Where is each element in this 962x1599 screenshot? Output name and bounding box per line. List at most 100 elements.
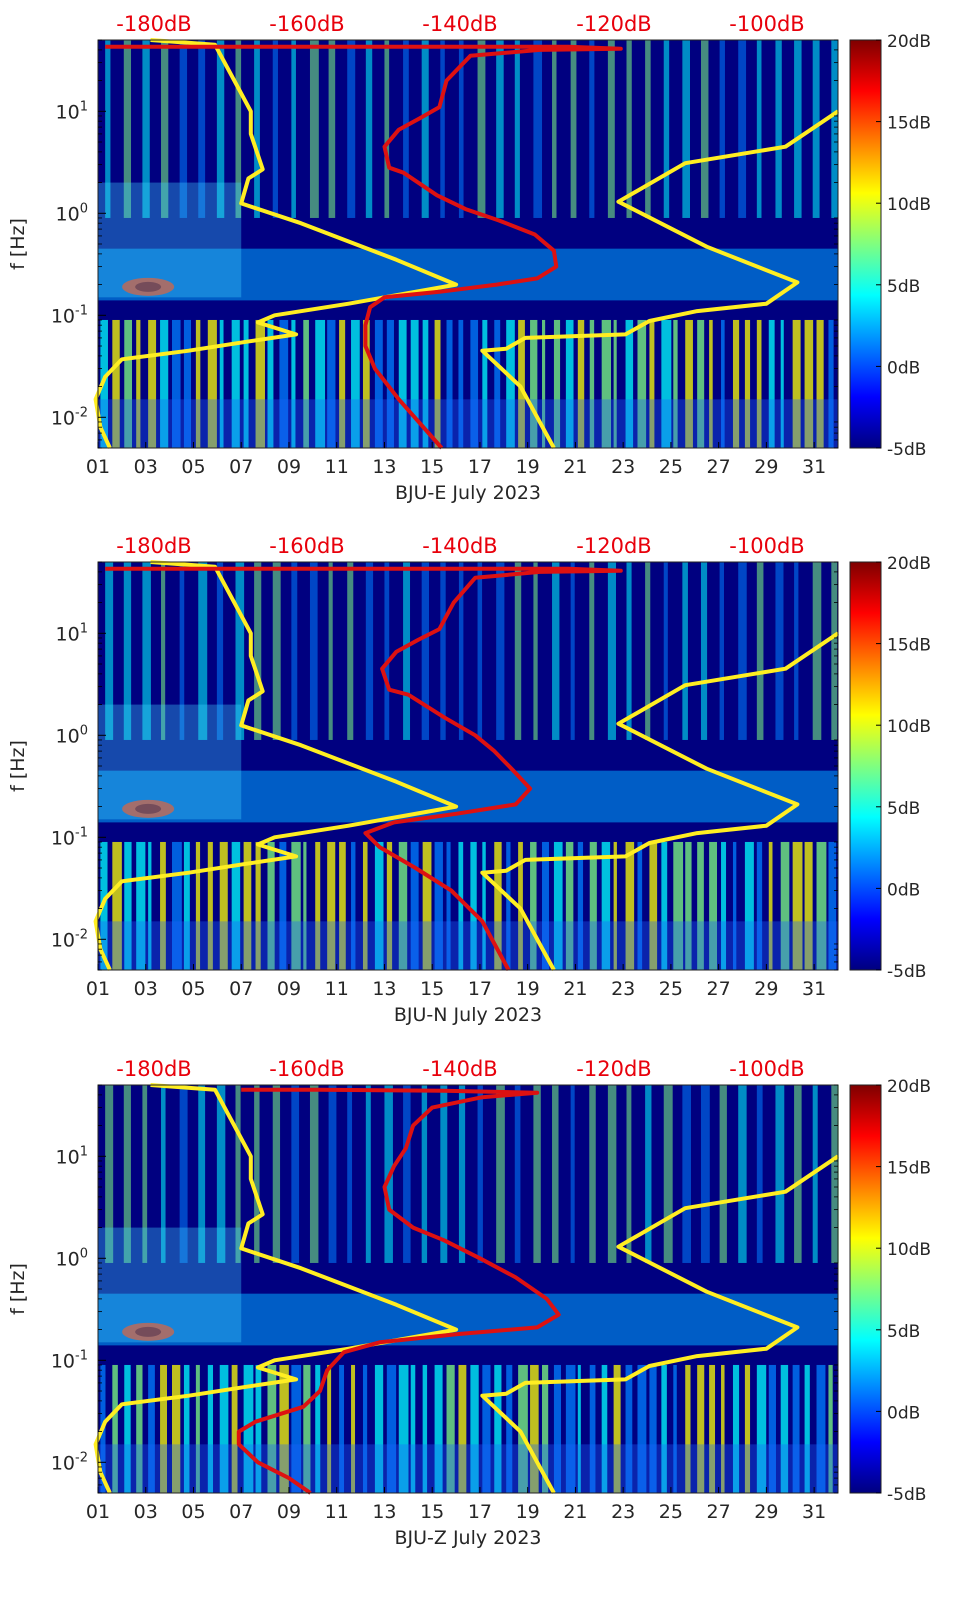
- microseism-band: [98, 248, 838, 301]
- noise-stripe: [458, 1085, 466, 1263]
- noise-stripe: [309, 40, 319, 218]
- noise-stripe: [709, 1364, 716, 1493]
- x-tick-label: 15: [420, 456, 444, 478]
- top-db-label: -120dB: [576, 12, 651, 36]
- noise-stripe: [303, 1364, 311, 1493]
- x-tick-label: 03: [134, 1501, 158, 1523]
- noise-stripe: [136, 1364, 143, 1493]
- x-tick-label: 13: [372, 1501, 396, 1523]
- noise-stripe: [732, 841, 737, 970]
- noise-stripe: [458, 841, 464, 970]
- noise-stripe: [142, 1085, 148, 1263]
- noise-stripe: [446, 1364, 455, 1493]
- noise-stripe: [458, 1364, 467, 1493]
- noise-stripe: [482, 319, 488, 448]
- noise-stripe: [514, 562, 522, 740]
- noise-stripe: [410, 1364, 416, 1493]
- noise-stripe: [700, 1085, 710, 1263]
- noise-stripe: [161, 40, 169, 218]
- x-tick-label: 25: [659, 978, 683, 1000]
- noise-stripe: [235, 562, 245, 740]
- noise-stripe: [682, 562, 688, 740]
- noise-stripe: [775, 562, 784, 740]
- x-tick-label: 23: [611, 978, 635, 1000]
- noise-stripe: [105, 40, 111, 218]
- noise-stripe: [303, 319, 309, 448]
- y-tick-base: 10: [51, 1350, 75, 1372]
- noise-stripe: [721, 319, 725, 448]
- noise-stripe: [327, 319, 336, 448]
- noise-stripe: [494, 319, 501, 448]
- noise-stripe: [198, 1085, 206, 1263]
- noise-stripe: [365, 1085, 371, 1263]
- noise-stripe: [315, 841, 321, 970]
- y-tick-exponent: -2: [75, 927, 88, 942]
- noise-stripe: [219, 319, 224, 448]
- noise-stripe: [732, 1364, 740, 1493]
- y-tick-exponent: -2: [75, 405, 88, 420]
- noise-stripe: [243, 841, 252, 970]
- noise-stripe: [142, 562, 151, 740]
- noise-stripe: [637, 841, 643, 970]
- noise-stripe: [124, 841, 132, 970]
- noise-stripe: [384, 562, 390, 740]
- noise-stripe: [794, 1085, 802, 1263]
- x-tick-label: 13: [372, 456, 396, 478]
- y-tick-exponent: 1: [80, 1144, 88, 1159]
- noise-stripe: [804, 1364, 810, 1493]
- noise-stripe: [254, 1085, 260, 1263]
- noise-stripe: [421, 1085, 428, 1263]
- noise-stripe: [207, 319, 217, 448]
- x-tick-label: 17: [468, 1501, 492, 1523]
- x-tick-label: 05: [181, 1501, 205, 1523]
- noise-stripe: [482, 841, 486, 970]
- noise-region: [98, 704, 242, 820]
- noise-stripe: [422, 1364, 428, 1493]
- noise-stripe: [570, 40, 577, 218]
- noise-stripe: [347, 40, 356, 218]
- noise-stripe: [470, 841, 477, 970]
- noise-stripe: [828, 319, 834, 448]
- y-tick-label: 101: [56, 621, 88, 645]
- colorbar: 20dB 15dB 10dB 5dB 0dB -5dB: [849, 554, 931, 982]
- x-tick-label: 29: [754, 456, 778, 478]
- x-tick-label: 07: [229, 456, 253, 478]
- noise-stripe: [458, 40, 464, 218]
- noise-stripe: [577, 841, 584, 970]
- top-db-label: -180dB: [116, 12, 191, 36]
- noise-stripe: [589, 1085, 596, 1263]
- microseism-peak: [135, 803, 162, 814]
- noise-stripe: [552, 40, 557, 218]
- noise-stripe: [816, 1364, 826, 1493]
- noise-stripe: [482, 1364, 491, 1493]
- noise-stripe: [685, 319, 693, 448]
- noise-stripe: [386, 319, 394, 448]
- noise-stripe: [309, 562, 318, 740]
- model-line-right: [480, 1154, 840, 1494]
- noise-stripe: [440, 40, 445, 218]
- y-tick-exponent: -1: [75, 1348, 88, 1363]
- noise-stripe: [514, 1085, 521, 1263]
- noise-stripe: [172, 841, 182, 970]
- x-tick-label: 09: [277, 456, 301, 478]
- noise-stripe: [663, 40, 670, 218]
- noise-stripe: [496, 40, 504, 218]
- x-tick-label: 07: [229, 1501, 253, 1523]
- noise-stripe: [661, 1364, 667, 1493]
- noise-stripe: [279, 1364, 289, 1493]
- noise-stripe: [374, 319, 383, 448]
- noise-stripe: [291, 562, 298, 740]
- noise-stripe: [530, 841, 537, 970]
- noise-stripe: [216, 40, 225, 218]
- y-tick-label: 100: [56, 1246, 88, 1270]
- x-tick-label: 01: [86, 978, 110, 1000]
- y-tick-label: 100: [56, 723, 88, 747]
- y-axis-label: f [Hz]: [7, 1263, 29, 1315]
- noise-stripe: [339, 319, 346, 448]
- colorbar-label: 15dB: [887, 114, 931, 134]
- noise-stripe: [738, 1085, 747, 1263]
- noise-stripe: [291, 841, 301, 970]
- noise-stripe: [780, 319, 784, 448]
- noise-stripe: [828, 1364, 833, 1493]
